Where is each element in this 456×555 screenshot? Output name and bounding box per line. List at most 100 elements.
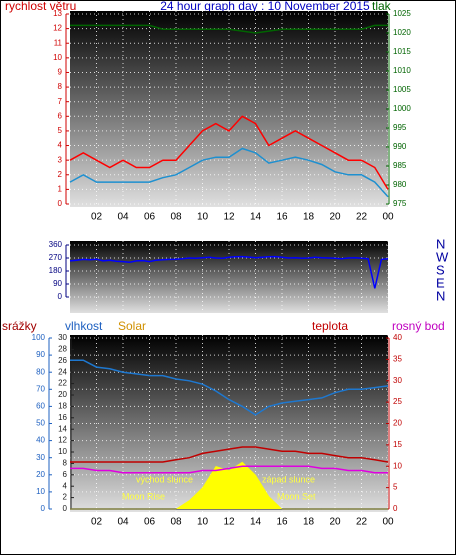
y-tick-label: 8 bbox=[58, 82, 63, 91]
y-tick-label: 22 bbox=[58, 379, 67, 388]
direction-label: N bbox=[436, 288, 445, 303]
x-tick-label: 02 bbox=[91, 517, 103, 528]
y-tick-label: 4 bbox=[63, 481, 68, 490]
x-tick-label: 22 bbox=[356, 212, 368, 223]
x-tick-label: 08 bbox=[170, 212, 182, 223]
line bbox=[69, 255, 389, 289]
annotation: východ slunce bbox=[136, 474, 193, 484]
x-tick-label: 08 bbox=[170, 517, 182, 528]
y-tick-label: 35 bbox=[393, 354, 402, 363]
y-tick-label: 5 bbox=[58, 126, 63, 135]
x-tick-label: 10 bbox=[197, 517, 209, 528]
y-tick-label: 0 bbox=[41, 504, 46, 513]
y-tick-label: 13 bbox=[53, 9, 62, 18]
series-label: tlak bbox=[372, 0, 392, 13]
chart-title: 24 hour graph day : 10 November 2015 bbox=[160, 0, 370, 13]
line bbox=[70, 446, 389, 463]
y-tick-label: 40 bbox=[36, 436, 45, 445]
y-tick-label: 5 bbox=[393, 483, 398, 492]
y-tick-label: 3 bbox=[58, 155, 63, 164]
y-tick-label: 10 bbox=[36, 487, 45, 496]
y-tick-label: 975 bbox=[393, 199, 407, 208]
series-label: vlhkost bbox=[65, 319, 103, 333]
y-tick-label: 10 bbox=[53, 53, 62, 62]
y-tick-label: 4 bbox=[58, 141, 63, 150]
y-tick-label: 10 bbox=[58, 447, 67, 456]
y-tick-label: 26 bbox=[58, 356, 67, 365]
y-tick-label: 1010 bbox=[393, 66, 411, 75]
x-tick-label: 20 bbox=[329, 212, 341, 223]
series-label: srážky bbox=[2, 319, 37, 333]
y-tick-label: 24 bbox=[58, 367, 67, 376]
x-tick-label: 12 bbox=[223, 517, 235, 528]
y-tick-label: 60 bbox=[36, 402, 45, 411]
y-tick-label: 1020 bbox=[393, 28, 411, 37]
annotation: západ slunce bbox=[262, 474, 315, 484]
y-tick-label: 270 bbox=[49, 253, 63, 262]
y-tick-label: 1 bbox=[58, 184, 63, 193]
y-tick-label: 0 bbox=[58, 292, 63, 301]
direction-label: N bbox=[436, 236, 445, 251]
y-tick-label: 6 bbox=[58, 111, 63, 120]
annotation: Moon Rise bbox=[122, 491, 165, 501]
y-tick-label: 1000 bbox=[393, 104, 411, 113]
y-tick-label: 985 bbox=[393, 161, 407, 170]
y-tick-label: 70 bbox=[36, 384, 45, 393]
y-tick-label: 7 bbox=[58, 97, 63, 106]
y-tick-label: 1005 bbox=[393, 85, 411, 94]
y-tick-label: 12 bbox=[53, 24, 62, 33]
y-tick-label: 50 bbox=[36, 419, 45, 428]
y-tick-label: 980 bbox=[393, 180, 407, 189]
x-tick-label: 22 bbox=[356, 517, 368, 528]
x-tick-label: 00 bbox=[382, 517, 394, 528]
y-tick-label: 25 bbox=[393, 397, 402, 406]
y-tick-label: 6 bbox=[63, 470, 68, 479]
y-tick-label: 10 bbox=[393, 461, 402, 470]
y-tick-label: 990 bbox=[393, 142, 407, 151]
y-tick-label: 20 bbox=[393, 419, 402, 428]
x-tick-label: 16 bbox=[276, 517, 288, 528]
y-tick-label: 80 bbox=[36, 367, 45, 376]
line bbox=[70, 465, 388, 474]
y-tick-label: 11 bbox=[54, 38, 63, 47]
x-tick-label: 00 bbox=[382, 212, 394, 223]
y-tick-label: 14 bbox=[58, 424, 67, 433]
y-tick-label: 90 bbox=[36, 350, 45, 359]
y-tick-label: 2 bbox=[58, 170, 63, 179]
y-tick-label: 0 bbox=[393, 504, 398, 513]
line bbox=[69, 115, 389, 190]
y-tick-label: 16 bbox=[58, 413, 67, 422]
series-label: teplota bbox=[312, 319, 348, 333]
y-tick-label: 20 bbox=[36, 470, 45, 479]
plot-background bbox=[70, 11, 388, 207]
x-tick-label: 04 bbox=[117, 517, 129, 528]
y-tick-label: 40 bbox=[393, 333, 402, 342]
y-tick-label: 100 bbox=[32, 333, 46, 342]
x-tick-label: 06 bbox=[144, 517, 156, 528]
line bbox=[70, 24, 388, 34]
x-tick-label: 18 bbox=[303, 517, 315, 528]
y-tick-label: 20 bbox=[58, 390, 67, 399]
x-tick-label: 12 bbox=[223, 212, 235, 223]
series-label: Solar bbox=[118, 319, 146, 333]
direction-label: W bbox=[436, 249, 449, 264]
area bbox=[70, 461, 388, 510]
x-tick-label: 02 bbox=[91, 212, 103, 223]
direction-label: E bbox=[436, 275, 445, 290]
y-tick-label: 1025 bbox=[393, 9, 411, 18]
y-tick-label: 1015 bbox=[393, 47, 411, 56]
annotation: Moon Set bbox=[277, 491, 316, 501]
y-tick-label: 30 bbox=[36, 453, 45, 462]
y-tick-label: 18 bbox=[58, 402, 67, 411]
y-tick-label: 30 bbox=[58, 333, 67, 342]
y-tick-label: 0 bbox=[63, 504, 68, 513]
x-tick-label: 06 bbox=[144, 212, 156, 223]
direction-label: S bbox=[436, 262, 445, 277]
y-tick-label: 2 bbox=[63, 493, 68, 502]
x-tick-label: 14 bbox=[250, 517, 262, 528]
y-tick-label: 995 bbox=[393, 123, 407, 132]
y-tick-label: 30 bbox=[393, 376, 402, 385]
y-tick-label: 180 bbox=[49, 266, 63, 275]
